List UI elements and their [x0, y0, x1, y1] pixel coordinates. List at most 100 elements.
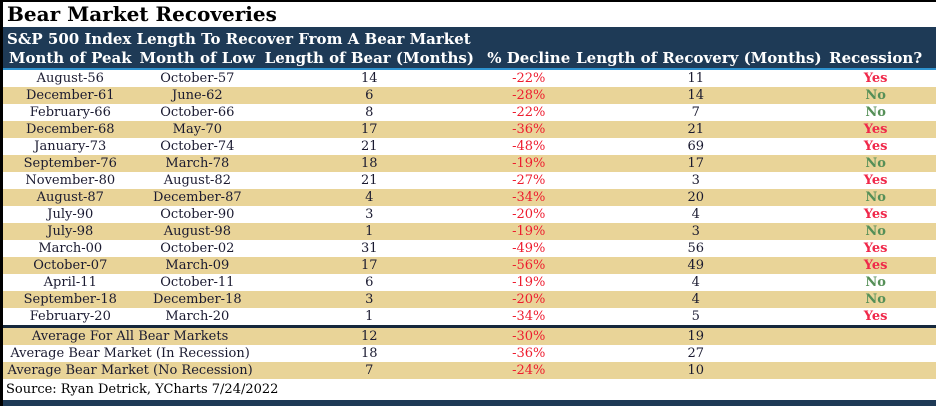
cell-length-of-bear: 21: [361, 173, 378, 188]
cell-length-of-recovery: 4: [691, 207, 700, 222]
col-header-length-of-bear: Length of Bear (Months): [264, 49, 474, 67]
source-attribution: Source: Ryan Detrick, YCharts 7/24/2022: [3, 379, 936, 400]
cell-recession: Yes: [863, 139, 888, 154]
table-row: July-90 October-90 3 -20% 4 Yes: [3, 206, 936, 223]
cell-month-of-low: August-98: [163, 224, 231, 239]
cell-length-of-bear: 18: [361, 346, 378, 361]
average-row: Average Bear Market (In Recession) 18 -36%…: [3, 345, 936, 362]
cell-recession: Yes: [863, 71, 888, 86]
cell-recession: No: [865, 190, 886, 205]
cell-length-of-recovery: 56: [687, 241, 704, 256]
table-subtitle: S&P 500 Index Length To Recover From A B…: [7, 30, 471, 48]
cell-month-of-peak: September-18: [23, 292, 117, 307]
cell-length-of-recovery: 19: [687, 329, 704, 344]
cell-length-of-bear: 8: [365, 105, 374, 120]
cell-month-of-low: March-09: [165, 258, 230, 273]
cell-length-of-recovery: 3: [691, 224, 700, 239]
cell-month-of-peak: March-00: [38, 241, 103, 256]
cell-average-label: Average Bear Market (In Recession): [10, 346, 250, 361]
table-row: February-66 October-66 8 -22% 7 No: [3, 104, 936, 121]
cell-month-of-peak: July-98: [47, 224, 94, 239]
cell-month-of-peak: November-80: [25, 173, 116, 188]
cell-month-of-peak: August-56: [36, 71, 104, 86]
cell-percent-decline: -49%: [512, 241, 546, 256]
cell-month-of-low: March-20: [165, 309, 230, 324]
cell-recession: No: [865, 275, 886, 290]
cell-month-of-low: October-57: [160, 71, 235, 86]
cell-month-of-low: March-78: [165, 156, 230, 171]
cell-percent-decline: -56%: [512, 258, 546, 273]
header-accent-line: [3, 68, 936, 70]
cell-length-of-recovery: 7: [691, 105, 700, 120]
cell-percent-decline: -34%: [512, 309, 546, 324]
cell-length-of-recovery: 10: [687, 363, 704, 378]
cell-recession: [815, 362, 936, 379]
cell-month-of-peak: July-90: [47, 207, 94, 222]
table-header: S&P 500 Index Length To Recover From A B…: [3, 30, 936, 68]
cell-recession: No: [865, 292, 886, 307]
cell-percent-decline: -48%: [512, 139, 546, 154]
cell-percent-decline: -24%: [512, 363, 546, 378]
cell-length-of-bear: 17: [361, 122, 378, 137]
col-header-percent-decline: % Decline: [487, 49, 571, 67]
cell-length-of-bear: 31: [361, 241, 378, 256]
cell-length-of-bear: 1: [365, 224, 374, 239]
cell-month-of-low: December-87: [153, 190, 242, 205]
cell-percent-decline: -19%: [512, 224, 546, 239]
cell-recession: [815, 345, 936, 362]
cell-length-of-bear: 12: [361, 329, 378, 344]
cell-recession: Yes: [863, 173, 888, 188]
cell-percent-decline: -27%: [512, 173, 546, 188]
cell-recession: [815, 328, 936, 345]
table-row: October-07 March-09 17 -56% 49 Yes: [3, 257, 936, 274]
cell-length-of-recovery: 69: [687, 139, 704, 154]
cell-month-of-peak: February-66: [29, 105, 111, 120]
cell-recession: Yes: [863, 207, 888, 222]
table-row: April-11 October-11 6 -19% 4 No: [3, 274, 936, 291]
cell-month-of-low: October-74: [160, 139, 235, 154]
cell-recession: Yes: [863, 122, 888, 137]
table-row: February-20 March-20 1 -34% 5 Yes: [3, 308, 936, 325]
cell-month-of-low: October-66: [160, 105, 235, 120]
cell-average-label: Average For All Bear Markets: [31, 329, 229, 344]
table-row: December-61 June-62 6 -28% 14 No: [3, 87, 936, 104]
col-header-recession: Recession?: [829, 49, 923, 67]
cell-percent-decline: -19%: [512, 275, 546, 290]
cell-length-of-bear: 6: [365, 275, 374, 290]
averages-divider: [3, 325, 936, 328]
col-header-month-of-peak: Month of Peak: [8, 49, 132, 67]
average-row: Average For All Bear Markets 12 -30% 19: [3, 328, 936, 345]
cell-length-of-bear: 18: [361, 156, 378, 171]
cell-month-of-low: October-90: [160, 207, 235, 222]
cell-month-of-low: October-02: [160, 241, 235, 256]
title-divider: [3, 27, 936, 30]
cell-recession: Yes: [863, 258, 888, 273]
cell-month-of-low: October-11: [160, 275, 235, 290]
cell-month-of-peak: April-11: [43, 275, 97, 290]
table-row: March-00 October-02 31 -49% 56 Yes: [3, 240, 936, 257]
cell-percent-decline: -36%: [512, 346, 546, 361]
cell-length-of-recovery: 21: [687, 122, 704, 137]
cell-length-of-recovery: 20: [687, 190, 704, 205]
bottom-accent-bar: [3, 400, 936, 406]
cell-month-of-peak: October-07: [33, 258, 108, 273]
cell-percent-decline: -36%: [512, 122, 546, 137]
cell-percent-decline: -20%: [512, 207, 546, 222]
cell-average-label: Average Bear Market (No Recession): [7, 363, 253, 378]
cell-percent-decline: -22%: [512, 105, 546, 120]
cell-recession: Yes: [863, 241, 888, 256]
cell-length-of-bear: 3: [365, 292, 374, 307]
table-body: August-56 October-57 14 -22% 11 Yes December-6…: [3, 70, 936, 325]
cell-length-of-bear: 17: [361, 258, 378, 273]
cell-length-of-bear: 7: [365, 363, 374, 378]
cell-length-of-recovery: 4: [691, 292, 700, 307]
cell-month-of-low: May-70: [172, 122, 222, 137]
cell-length-of-recovery: 14: [687, 88, 704, 103]
table-row: December-68 May-70 17 -36% 21 Yes: [3, 121, 936, 138]
cell-month-of-low: December-18: [153, 292, 242, 307]
col-header-month-of-low: Month of Low: [139, 49, 256, 67]
cell-length-of-recovery: 4: [691, 275, 700, 290]
average-row: Average Bear Market (No Recession) 7 -24% 1…: [3, 362, 936, 379]
cell-recession: Yes: [863, 309, 888, 324]
